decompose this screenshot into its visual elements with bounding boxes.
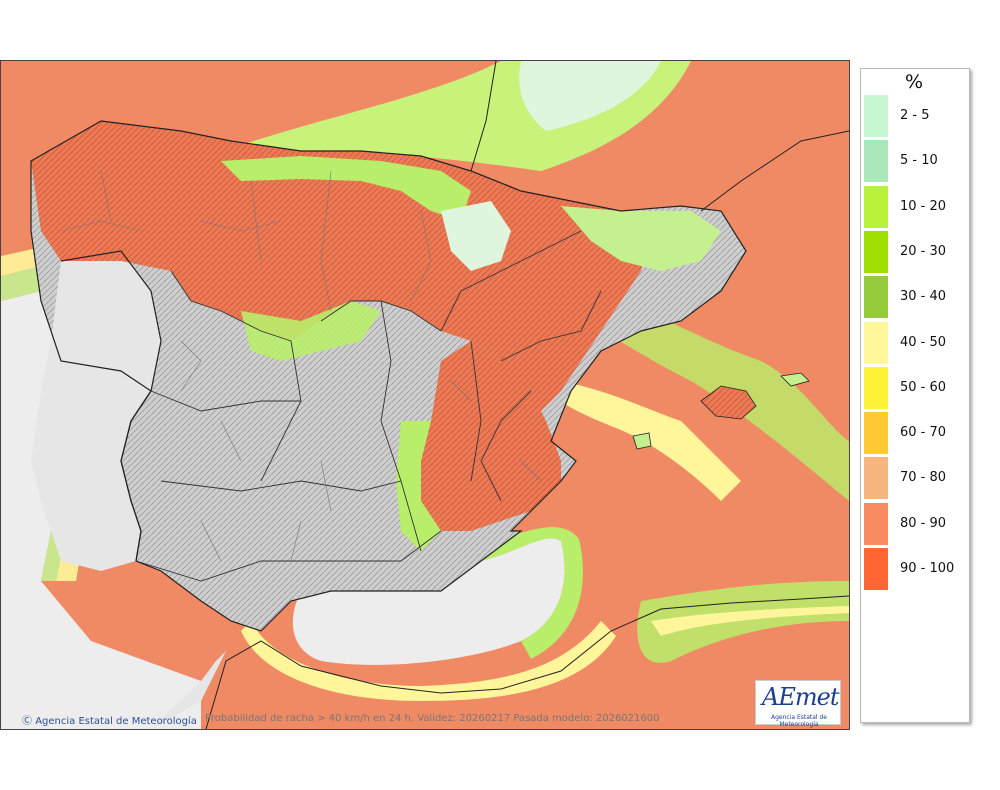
cantabrian-green <box>221 156 471 221</box>
france-south-coast <box>700 130 849 212</box>
map-caption: Probabilidad de racha > 40 km/h en 24 h.… <box>205 713 660 724</box>
legend-label: 2 - 5 <box>900 108 930 123</box>
copyright-icon: Ⓒ <box>22 716 32 727</box>
biscay-inner <box>519 61 661 131</box>
ibiza <box>632 432 652 450</box>
legend-label: 70 - 80 <box>900 470 947 486</box>
central-green-strip <box>241 301 381 361</box>
logo-subtitle: Agencia Estatal de Meteorología <box>770 714 827 728</box>
legend-item: 60 - 70 <box>864 412 968 455</box>
east-green-edge <box>396 421 441 551</box>
morocco-west <box>151 651 226 729</box>
south-med-band <box>637 581 849 663</box>
legend-swatch <box>864 366 888 409</box>
legend-label: 60 - 70 <box>900 425 947 441</box>
legend-item: 40 - 50 <box>864 321 968 364</box>
legend-label: 20 - 30 <box>900 243 947 259</box>
legend-item: 30 - 40 <box>864 276 968 319</box>
alboran-low-zone <box>292 538 565 665</box>
legend-item: 80 - 90 <box>864 502 968 545</box>
legend-label: 30 - 40 <box>900 289 947 305</box>
legend-label: 90 - 100 <box>900 561 955 576</box>
legend-label: 40 - 50 <box>900 334 947 350</box>
legend-swatch <box>864 95 888 137</box>
africa-coastline <box>205 595 849 729</box>
legend-item: 10 - 20 <box>864 185 968 228</box>
legend-swatch <box>864 321 888 364</box>
legend-item: 90 - 100 <box>864 548 968 590</box>
pyrenees-green <box>561 206 721 271</box>
ebro-low-zone <box>441 201 511 271</box>
legend-label: 80 - 90 <box>900 515 947 531</box>
portugal-border <box>60 250 162 562</box>
legend-swatch <box>864 412 888 455</box>
legend-swatch <box>864 140 888 183</box>
copyright-credit: Ⓒ Agencia Estatal de Meteorología <box>22 712 197 727</box>
east-high-zone <box>421 341 561 531</box>
logo-word: AEmet <box>762 683 839 711</box>
legend-swatch <box>864 502 888 545</box>
south-med-yellow <box>651 606 849 636</box>
legend-item: 2 - 5 <box>864 95 968 137</box>
province-borders <box>60 170 542 562</box>
legend-item: 70 - 80 <box>864 457 968 500</box>
legend-item: 50 - 60 <box>864 366 968 409</box>
med-yellow-band <box>561 381 741 501</box>
legend-swatch <box>864 276 888 319</box>
legend-item: 20 - 30 <box>864 230 968 273</box>
legend-unit: % <box>904 71 924 93</box>
legend-swatch <box>864 548 888 590</box>
probability-legend: % 2 - 5 5 - 10 10 - 20 20 - 30 30 - 40 40 - 5… <box>860 68 970 723</box>
map-canvas <box>1 61 849 729</box>
legend-label: 10 - 20 <box>900 198 947 214</box>
credit-text: Agencia Estatal de Meteorología <box>35 716 197 727</box>
region-borders <box>135 230 602 582</box>
legend-swatch <box>864 457 888 500</box>
menorca <box>780 372 810 387</box>
legend-swatch <box>864 185 888 228</box>
legend-label: 50 - 60 <box>900 379 947 395</box>
legend-label: 5 - 10 <box>900 153 938 169</box>
forecast-map <box>0 60 850 730</box>
alboran-yellow-ring <box>241 621 616 701</box>
legend-swatch <box>864 230 888 273</box>
france-coast <box>470 61 497 172</box>
aemet-logo: AEmet Agencia Estatal de Meteorología <box>755 680 841 728</box>
legend-item: 5 - 10 <box>864 140 968 183</box>
north-high-zone <box>31 121 651 411</box>
mallorca <box>700 385 757 420</box>
